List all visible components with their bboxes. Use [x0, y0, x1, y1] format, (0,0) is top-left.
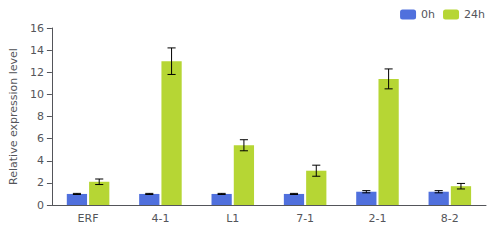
svg-text:7-1: 7-1 — [296, 212, 314, 225]
svg-text:2: 2 — [37, 176, 44, 189]
svg-text:L1: L1 — [226, 212, 239, 225]
svg-text:8: 8 — [37, 110, 44, 123]
svg-text:8-2: 8-2 — [441, 212, 459, 225]
svg-text:4: 4 — [37, 154, 44, 167]
svg-text:16: 16 — [30, 22, 44, 35]
svg-text:6: 6 — [37, 132, 44, 145]
svg-text:24h: 24h — [464, 8, 485, 21]
svg-text:ERF: ERF — [78, 212, 99, 225]
svg-text:4-1: 4-1 — [151, 212, 169, 225]
svg-text:2-1: 2-1 — [368, 212, 386, 225]
svg-text:0h: 0h — [421, 8, 435, 21]
svg-text:0: 0 — [37, 199, 44, 212]
svg-text:10: 10 — [30, 88, 44, 101]
svg-text:Relative expression level: Relative expression level — [7, 48, 20, 185]
svg-text:12: 12 — [30, 66, 44, 79]
svg-text:14: 14 — [30, 44, 44, 57]
